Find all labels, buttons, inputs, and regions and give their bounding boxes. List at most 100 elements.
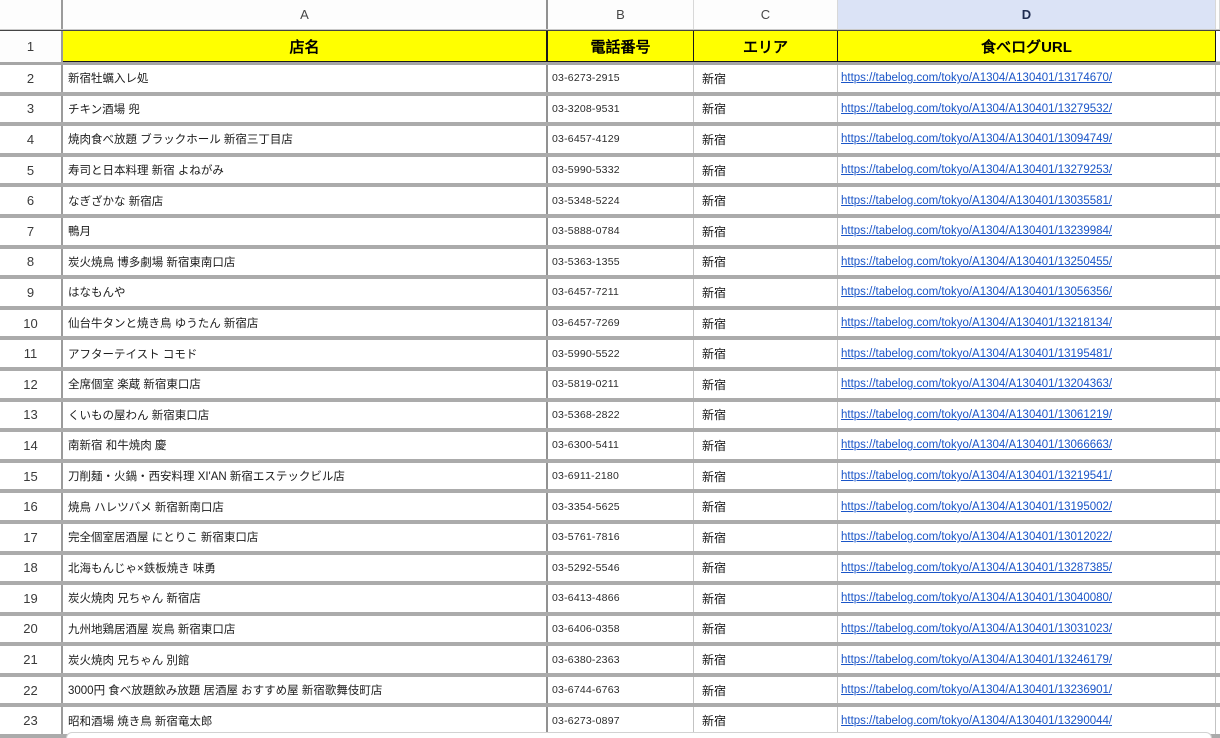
- cell-store-name[interactable]: 九州地鶏居酒屋 炭鳥 新宿東口店: [63, 615, 548, 643]
- tabelog-link[interactable]: https://tabelog.com/tokyo/A1304/A130401/…: [841, 347, 1113, 360]
- column-header-b[interactable]: B: [548, 0, 694, 29]
- cell-tabelog-url[interactable]: https://tabelog.com/tokyo/A1304/A130401/…: [838, 523, 1216, 551]
- row-number-header[interactable]: 22: [0, 676, 63, 704]
- cell-phone-number[interactable]: 03-6413-4866: [548, 585, 694, 612]
- cell-area[interactable]: 新宿: [694, 340, 838, 367]
- cell-empty[interactable]: [1216, 156, 1220, 184]
- cell-phone-number[interactable]: 03-6380-2363: [548, 646, 694, 673]
- row-number-header[interactable]: 12: [0, 370, 63, 398]
- cell-phone-number[interactable]: 03-3208-9531: [548, 95, 694, 123]
- cell-store-name[interactable]: くいもの屋わん 新宿東口店: [63, 401, 548, 429]
- header-cell-area[interactable]: エリア: [694, 31, 838, 62]
- cell-tabelog-url[interactable]: https://tabelog.com/tokyo/A1304/A130401/…: [838, 187, 1216, 214]
- cell-empty[interactable]: [1216, 646, 1220, 673]
- cell-empty[interactable]: [1216, 65, 1220, 92]
- tabelog-link[interactable]: https://tabelog.com/tokyo/A1304/A130401/…: [841, 317, 1113, 330]
- cell-store-name[interactable]: チキン酒場 兜: [63, 95, 548, 123]
- tabelog-link[interactable]: https://tabelog.com/tokyo/A1304/A130401/…: [841, 408, 1113, 421]
- row-number-header[interactable]: 18: [0, 554, 63, 582]
- cell-area[interactable]: 新宿: [694, 615, 838, 643]
- cell-phone-number[interactable]: 03-6911-2180: [548, 462, 694, 490]
- cell-area[interactable]: 新宿: [694, 462, 838, 490]
- cell-store-name[interactable]: なぎざかな 新宿店: [63, 187, 548, 214]
- cell-store-name[interactable]: 全席個室 楽蔵 新宿東口店: [63, 370, 548, 398]
- cell-area[interactable]: 新宿: [694, 493, 838, 520]
- cell-empty[interactable]: [1216, 493, 1220, 520]
- cell-tabelog-url[interactable]: https://tabelog.com/tokyo/A1304/A130401/…: [838, 401, 1216, 429]
- row-number-header[interactable]: 20: [0, 615, 63, 643]
- tabelog-link[interactable]: https://tabelog.com/tokyo/A1304/A130401/…: [841, 102, 1113, 115]
- tabelog-link[interactable]: https://tabelog.com/tokyo/A1304/A130401/…: [841, 439, 1113, 452]
- cell-store-name[interactable]: 炭火焼肉 兄ちゃん 別館: [63, 646, 548, 673]
- cell-area[interactable]: 新宿: [694, 401, 838, 429]
- row-number-header[interactable]: 17: [0, 523, 63, 551]
- cell-tabelog-url[interactable]: https://tabelog.com/tokyo/A1304/A130401/…: [838, 646, 1216, 673]
- row-number-header[interactable]: 2: [0, 65, 63, 92]
- cell-empty[interactable]: [1216, 187, 1220, 214]
- cell-empty[interactable]: [1216, 217, 1220, 245]
- cell-store-name[interactable]: 焼鳥 ハレツバメ 新宿新南口店: [63, 493, 548, 520]
- row-number-header[interactable]: 4: [0, 126, 63, 153]
- cell-store-name[interactable]: 刀削麺・火鍋・西安料理 XI'AN 新宿エステックビル店: [63, 462, 548, 490]
- tabelog-link[interactable]: https://tabelog.com/tokyo/A1304/A130401/…: [841, 225, 1113, 238]
- row-number-header[interactable]: 10: [0, 309, 63, 337]
- tabelog-link[interactable]: https://tabelog.com/tokyo/A1304/A130401/…: [841, 255, 1113, 268]
- cell-tabelog-url[interactable]: https://tabelog.com/tokyo/A1304/A130401/…: [838, 65, 1216, 92]
- tabelog-link[interactable]: https://tabelog.com/tokyo/A1304/A130401/…: [841, 194, 1113, 207]
- select-all-corner[interactable]: [0, 0, 63, 29]
- cell-tabelog-url[interactable]: https://tabelog.com/tokyo/A1304/A130401/…: [838, 615, 1216, 643]
- row-number-header[interactable]: 21: [0, 646, 63, 673]
- row-number-header[interactable]: 14: [0, 432, 63, 459]
- cell-empty[interactable]: [1216, 432, 1220, 459]
- row-number-header[interactable]: 19: [0, 585, 63, 612]
- cell-phone-number[interactable]: 03-5990-5332: [548, 156, 694, 184]
- cell-store-name[interactable]: 新宿牡蠣入レ処: [63, 65, 548, 92]
- cell-phone-number[interactable]: 03-3354-5625: [548, 493, 694, 520]
- cell-area[interactable]: 新宿: [694, 248, 838, 276]
- cell-tabelog-url[interactable]: https://tabelog.com/tokyo/A1304/A130401/…: [838, 707, 1216, 735]
- tabelog-link[interactable]: https://tabelog.com/tokyo/A1304/A130401/…: [841, 653, 1113, 666]
- row-number-header[interactable]: 11: [0, 340, 63, 367]
- cell-store-name[interactable]: はなもんや: [63, 279, 548, 306]
- row-number-header[interactable]: 15: [0, 462, 63, 490]
- tabelog-link[interactable]: https://tabelog.com/tokyo/A1304/A130401/…: [841, 164, 1113, 177]
- row-number-header[interactable]: 13: [0, 401, 63, 429]
- cell-store-name[interactable]: 炭火焼肉 兄ちゃん 新宿店: [63, 585, 548, 612]
- cell-phone-number[interactable]: 03-5761-7816: [548, 523, 694, 551]
- row-number-header[interactable]: 9: [0, 279, 63, 306]
- cell-phone-number[interactable]: 03-5888-0784: [548, 217, 694, 245]
- row-number-header[interactable]: 5: [0, 156, 63, 184]
- cell-store-name[interactable]: 南新宿 和牛焼肉 慶: [63, 432, 548, 459]
- cell-area[interactable]: 新宿: [694, 156, 838, 184]
- cell-tabelog-url[interactable]: https://tabelog.com/tokyo/A1304/A130401/…: [838, 340, 1216, 367]
- cell-empty[interactable]: [1216, 676, 1220, 704]
- cell-tabelog-url[interactable]: https://tabelog.com/tokyo/A1304/A130401/…: [838, 248, 1216, 276]
- cell-tabelog-url[interactable]: https://tabelog.com/tokyo/A1304/A130401/…: [838, 156, 1216, 184]
- cell-empty[interactable]: [1216, 401, 1220, 429]
- cell-tabelog-url[interactable]: https://tabelog.com/tokyo/A1304/A130401/…: [838, 126, 1216, 153]
- row-number-header[interactable]: 16: [0, 493, 63, 520]
- cell-area[interactable]: 新宿: [694, 65, 838, 92]
- column-header-a[interactable]: A: [63, 0, 548, 29]
- cell-phone-number[interactable]: 03-6273-0897: [548, 707, 694, 735]
- cell-store-name[interactable]: 昭和酒場 焼き鳥 新宿竜太郎: [63, 707, 548, 735]
- cell-area[interactable]: 新宿: [694, 432, 838, 459]
- cell-area[interactable]: 新宿: [694, 585, 838, 612]
- header-cell-store-name[interactable]: 店名: [63, 31, 548, 62]
- cell-store-name[interactable]: アフターテイスト コモド: [63, 340, 548, 367]
- row-number-header[interactable]: 23: [0, 707, 63, 735]
- header-cell-tabelog-url[interactable]: 食べログURL: [838, 31, 1216, 62]
- cell-phone-number[interactable]: 03-5292-5546: [548, 554, 694, 582]
- cell-area[interactable]: 新宿: [694, 554, 838, 582]
- column-header-c[interactable]: C: [694, 0, 838, 29]
- cell-store-name[interactable]: 北海もんじゃ×鉄板焼き 味勇: [63, 554, 548, 582]
- cell-area[interactable]: 新宿: [694, 523, 838, 551]
- cell-tabelog-url[interactable]: https://tabelog.com/tokyo/A1304/A130401/…: [838, 95, 1216, 123]
- cell-tabelog-url[interactable]: https://tabelog.com/tokyo/A1304/A130401/…: [838, 676, 1216, 704]
- cell-phone-number[interactable]: 03-5990-5522: [548, 340, 694, 367]
- tabelog-link[interactable]: https://tabelog.com/tokyo/A1304/A130401/…: [841, 470, 1113, 483]
- cell-phone-number[interactable]: 03-6406-0358: [548, 615, 694, 643]
- cell-empty[interactable]: [1216, 126, 1220, 153]
- cell-store-name[interactable]: 仙台牛タンと焼き鳥 ゆうたん 新宿店: [63, 309, 548, 337]
- cell-store-name[interactable]: 3000円 食べ放題飲み放題 居酒屋 おすすめ屋 新宿歌舞伎町店: [63, 676, 548, 704]
